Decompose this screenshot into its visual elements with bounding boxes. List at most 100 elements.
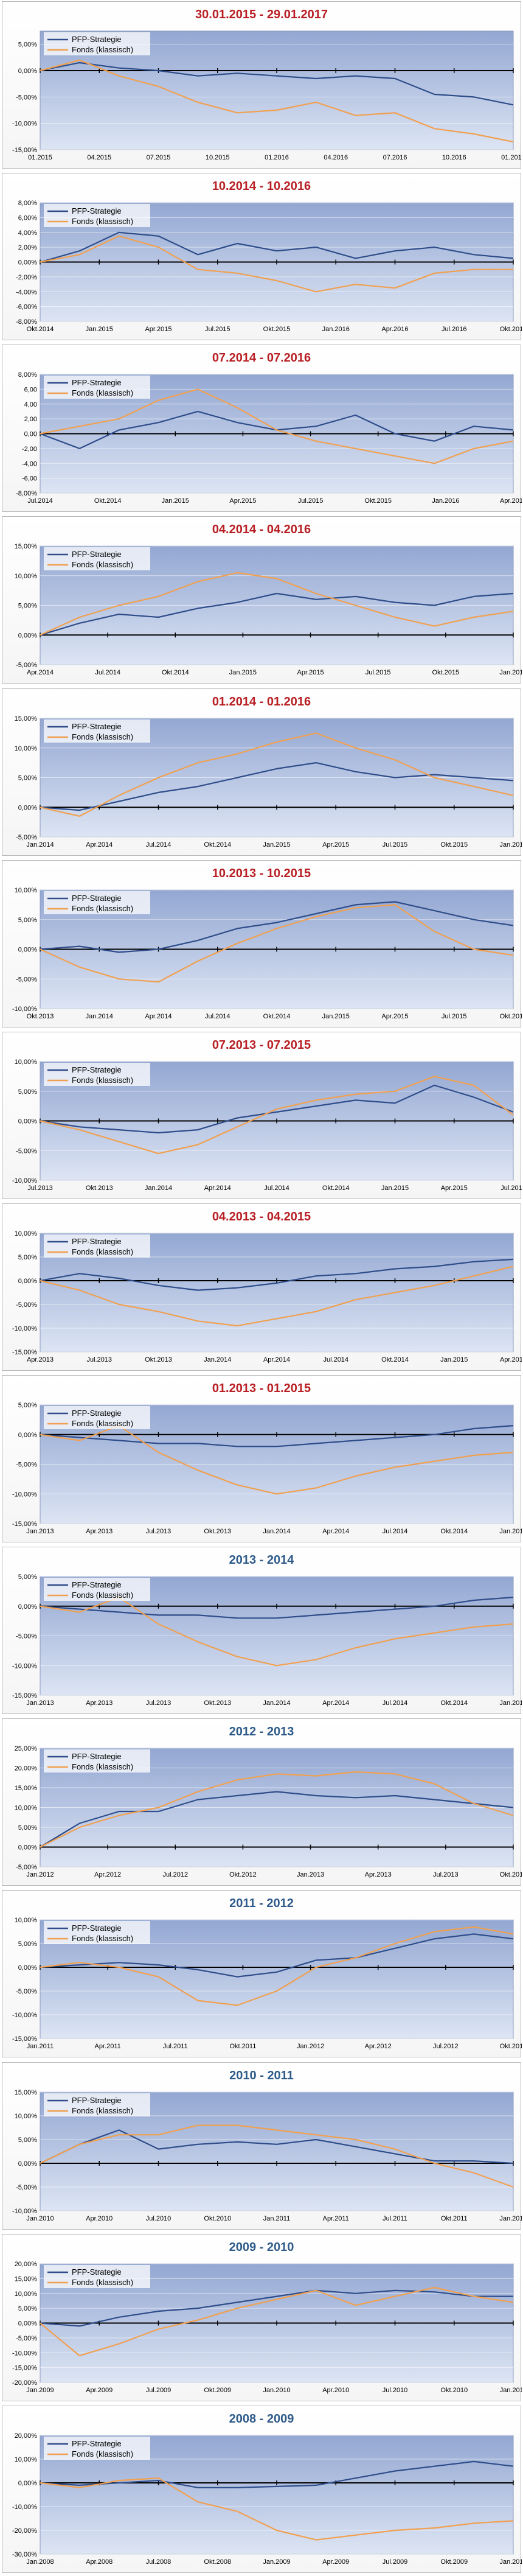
x-tick-label: Jan.2013 — [297, 1871, 324, 1878]
x-tick-label: Okt.2015 — [432, 669, 460, 676]
legend-label: Fonds (klassisch) — [72, 1762, 133, 1771]
x-tick-label: Okt.2014 — [440, 1699, 468, 1707]
y-tick-label: 20,00% — [15, 2432, 38, 2440]
legend-label: Fonds (klassisch) — [72, 904, 133, 913]
x-tick-label: Okt.2009 — [204, 2387, 231, 2394]
legend-label: Fonds (klassisch) — [72, 1247, 133, 1256]
x-tick-label: Apr.2011 — [95, 2043, 121, 2050]
x-tick-label: Jul.2014 — [95, 669, 120, 676]
chart-title: 07.2013 - 07.2015 — [212, 1038, 311, 1052]
x-tick-label: Jul.2009 — [146, 2387, 171, 2394]
x-tick-label: Jul.2013 — [146, 1528, 171, 1535]
x-tick-label: Okt.2014 — [94, 497, 122, 505]
x-tick-label: Jul.2015 — [205, 326, 230, 333]
legend-label: Fonds (klassisch) — [72, 217, 133, 226]
series-line-strategy — [40, 2289, 513, 2327]
x-tick-label: Jan.2014 — [86, 1013, 113, 1020]
legend-label: PFP-Strategie — [72, 1580, 122, 1589]
series-line-fund — [40, 1265, 514, 1327]
x-tick-label: Jan.2011 — [263, 2215, 290, 2222]
x-tick-label: Jul.2012 — [162, 1871, 188, 1878]
x-tick-label: Jul.2013 — [86, 1356, 112, 1363]
x-tick-label: Apr.2015 — [500, 1356, 522, 1363]
y-tick-label: 15,00% — [15, 715, 38, 723]
legend-label: Fonds (klassisch) — [72, 2278, 133, 2287]
y-tick-label: -5,00% — [16, 1147, 37, 1155]
y-tick-label: 0,00% — [18, 947, 37, 954]
x-tick-label: Jan.2015 — [322, 1013, 350, 1020]
chart-title: 04.2014 - 04.2016 — [212, 523, 311, 536]
legend-box — [44, 2265, 150, 2288]
chart-panel: 2009 - 2010 20,00% 15,00% 10,00% 5,00% 0,00% -… — [2, 2234, 522, 2401]
y-tick-label: 10,00% — [15, 2113, 38, 2120]
y-tick-label: -15,00% — [12, 2365, 37, 2372]
x-tick-label: Jul.2008 — [146, 2558, 171, 2566]
y-tick-label: -10,00% — [12, 1662, 37, 1670]
legend-label: PFP-Strategie — [72, 378, 122, 387]
y-tick-label: 5,00% — [18, 1573, 37, 1581]
y-tick-label: 25,00% — [15, 1745, 38, 1752]
x-tick-label: Jul.2009 — [383, 2558, 408, 2566]
legend-box — [44, 1406, 150, 1429]
chart-title: 2008 - 2009 — [229, 2412, 294, 2426]
x-tick-label: Apr.2013 — [27, 1356, 54, 1363]
legend-label: PFP-Strategie — [72, 2439, 122, 2448]
y-tick-label: -30,00% — [12, 2551, 37, 2558]
y-tick-label: -15,00% — [12, 1692, 37, 1699]
chart-svg: 10,00% 5,00% 0,00% -5,00% -10,00%Jul.2013 Okt… — [12, 1059, 522, 1192]
legend-label: PFP-Strategie — [72, 1409, 122, 1418]
legend-label: Fonds (klassisch) — [72, 388, 133, 397]
x-tick-label: Apr.2010 — [86, 2215, 113, 2222]
legend-box — [44, 2093, 150, 2116]
x-tick-label: Apr.2009 — [86, 2387, 113, 2394]
series-line-strategy — [40, 1597, 514, 1619]
y-tick-label: 5,00% — [18, 1254, 37, 1261]
x-tick-label: 10.2016 — [442, 154, 466, 161]
y-tick-label: 5,00% — [18, 1941, 37, 1948]
chart-svg: 25,00% 20,00% 15,00% 10,00% 5,00% 0,00% -5,00%… — [15, 1745, 522, 1878]
y-tick-label: 10,00% — [15, 1230, 38, 1237]
y-tick-label: 5,00% — [18, 1088, 37, 1096]
x-tick-label: Jul.2013 — [27, 1185, 53, 1192]
x-tick-label: Apr.2012 — [94, 1871, 121, 1878]
x-tick-label: Jan.2014 — [263, 1528, 290, 1535]
y-tick-label: -8,00% — [16, 318, 37, 326]
series-line-fund — [40, 1076, 514, 1155]
series-line-fund — [40, 1926, 514, 2006]
x-tick-label: Apr.2014 — [145, 1013, 171, 1020]
x-tick-label: Okt.2012 — [500, 2043, 522, 2050]
x-tick-label: Apr.2015 — [229, 497, 256, 505]
y-tick-label: -10,00% — [12, 1325, 37, 1332]
x-tick-label: Okt.2015 — [500, 1013, 522, 1020]
x-tick-label: Okt.2013 — [500, 1871, 522, 1878]
x-tick-label: Jul.2014 — [146, 841, 171, 849]
legend-label: PFP-Strategie — [72, 894, 122, 903]
y-tick-label: 0,00% — [18, 1432, 37, 1439]
y-tick-label: -20,00% — [12, 2379, 37, 2387]
legend-label: Fonds (klassisch) — [72, 2106, 133, 2115]
y-tick-label: -6,00% — [16, 304, 37, 311]
x-tick-label: Jan.2015 — [381, 1185, 409, 1192]
series-line-strategy — [40, 231, 514, 263]
chart-svg: 15,00% 10,00% 5,00% 0,00% -5,00%Apr.2014 Jul.… — [15, 543, 522, 676]
series-line-fund — [40, 732, 514, 817]
y-tick-label: -5,00% — [16, 2184, 37, 2191]
x-tick-label: Jul.2014 — [323, 1356, 348, 1363]
x-tick-label: Jul.2015 — [442, 1013, 467, 1020]
chart-panel: 2013 - 2014 5,00% 0,00% -5,00% -10,00% -15,00… — [2, 1547, 522, 1714]
legend-label: PFP-Strategie — [72, 1065, 122, 1074]
x-tick-label: Jan.2012 — [499, 2215, 522, 2222]
y-tick-label: 4,00% — [18, 229, 37, 237]
x-tick-label: Okt.2013 — [204, 1699, 231, 1707]
y-tick-label: -15,00% — [12, 1349, 37, 1356]
x-tick-label: Jan.2014 — [145, 1185, 172, 1192]
y-tick-label: -10,00% — [12, 2208, 37, 2215]
x-tick-label: Jan.2016 — [499, 841, 522, 849]
y-tick-label: 15,00% — [15, 1785, 38, 1792]
legend-label: Fonds (klassisch) — [72, 732, 133, 741]
y-tick-label: 8,00% — [18, 200, 37, 207]
